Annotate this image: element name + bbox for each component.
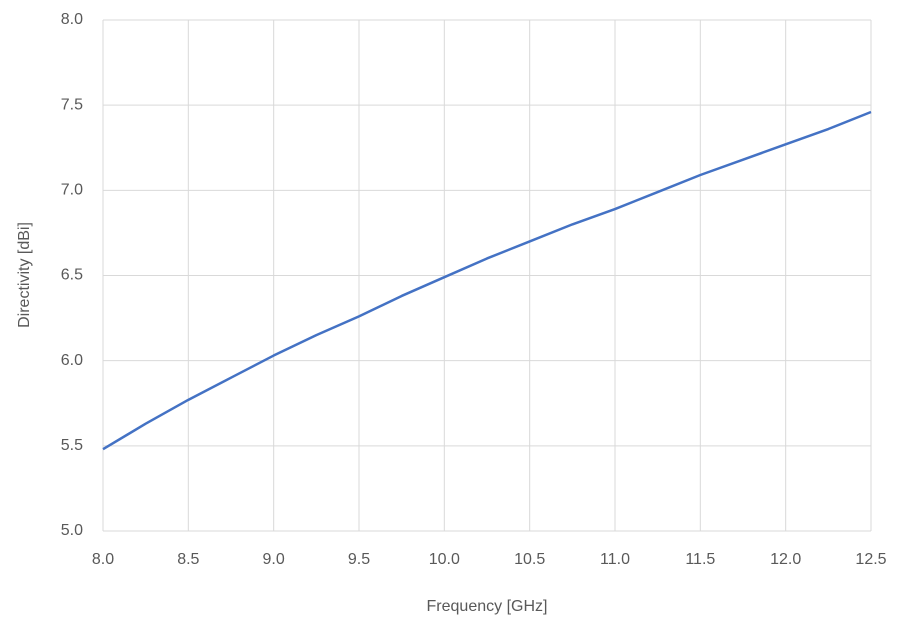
y-tick-label: 5.0 — [61, 522, 83, 539]
x-tick-label: 12.5 — [855, 551, 886, 568]
x-axis-label: Frequency [GHz] — [427, 598, 548, 615]
data-line — [102, 110, 872, 451]
y-tick-label: 5.5 — [61, 437, 83, 454]
x-tick-label: 12.0 — [770, 551, 801, 568]
y-tick-label: 7.5 — [61, 96, 83, 113]
x-tick-label: 11.0 — [600, 551, 630, 568]
y-tick-label: 7.0 — [61, 182, 83, 199]
x-tick-label: 9.0 — [263, 551, 285, 568]
x-tick-label: 8.5 — [177, 551, 199, 568]
x-tick-label: 10.0 — [429, 551, 460, 568]
x-tick-label: 11.5 — [685, 551, 715, 568]
y-axis-label: Directivity [dBi] — [16, 222, 33, 328]
x-tick-label: 9.5 — [348, 551, 370, 568]
x-tick-label: 8.0 — [92, 551, 114, 568]
y-tick-label: 6.0 — [61, 352, 83, 369]
x-tick-label: 10.5 — [514, 551, 545, 568]
y-tick-label: 6.5 — [61, 267, 83, 284]
y-tick-label: 8.0 — [61, 11, 83, 28]
